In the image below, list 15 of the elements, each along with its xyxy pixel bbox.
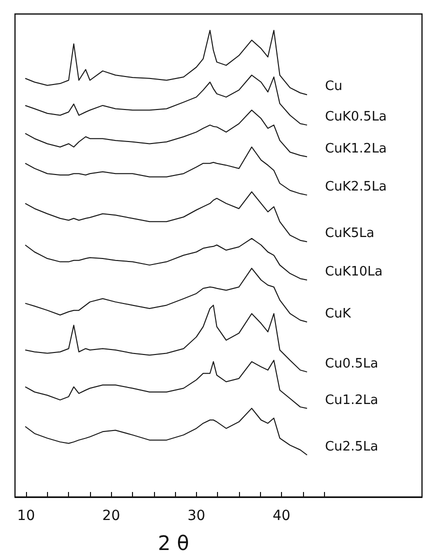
series-label: Cu2.5La — [325, 440, 378, 454]
series-label: CuK0.5La — [325, 110, 387, 125]
x-tick-label: 40 — [272, 508, 290, 524]
series-label: Cu0.5La — [325, 356, 378, 372]
x-axis-title: 2 θ — [158, 531, 190, 555]
series-label: CuK2.5La — [325, 180, 387, 195]
x-tick-label: 30 — [187, 508, 206, 524]
series-label: CuK — [325, 306, 352, 322]
x-tick-label: 10 — [17, 508, 35, 524]
series-label: CuK10La — [325, 264, 383, 280]
series-label: Cu — [325, 79, 342, 94]
series-label: CuK1.2La — [325, 141, 387, 156]
series-label: Cu1.2La — [325, 392, 378, 408]
series-label: CuK5La — [325, 226, 374, 242]
x-tick-label: 20 — [102, 508, 120, 524]
